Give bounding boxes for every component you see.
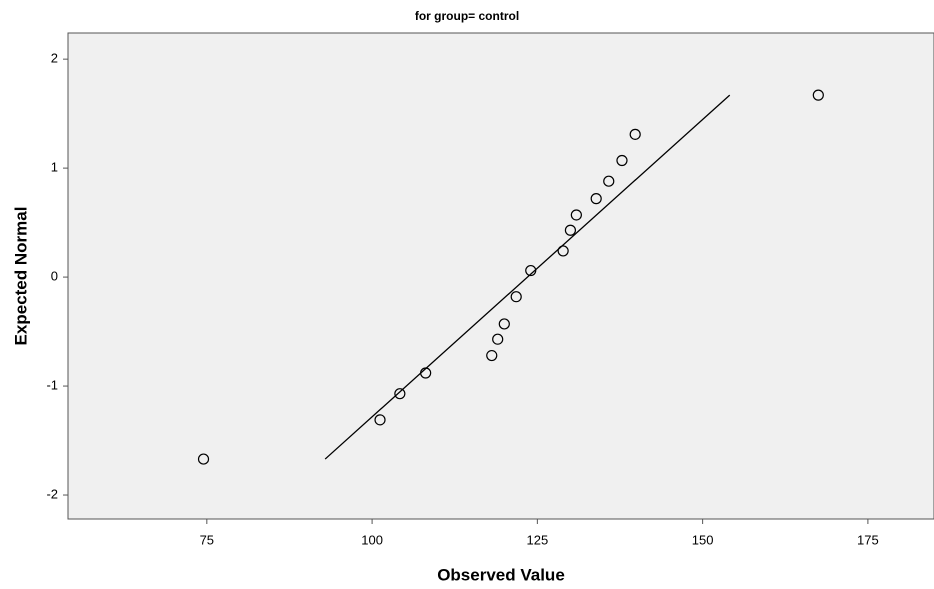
y-tick-label: 1: [51, 160, 58, 175]
x-axis-label: Observed Value: [437, 565, 565, 584]
chart: for group= control Observed Value Expect…: [0, 0, 934, 589]
x-tick-label: 100: [361, 532, 383, 547]
y-tick-label: -1: [46, 377, 58, 392]
x-tick-label: 75: [200, 532, 214, 547]
x-tick-label: 125: [527, 532, 549, 547]
y-axis-label: Expected Normal: [11, 207, 30, 346]
plot-area: [68, 33, 934, 519]
y-tick-label: 0: [51, 269, 58, 284]
x-tick-label: 175: [857, 532, 879, 547]
chart-title: for group= control: [415, 9, 519, 23]
y-tick-label: 2: [51, 51, 58, 66]
y-tick-label: -2: [46, 486, 58, 501]
x-tick-label: 150: [692, 532, 714, 547]
